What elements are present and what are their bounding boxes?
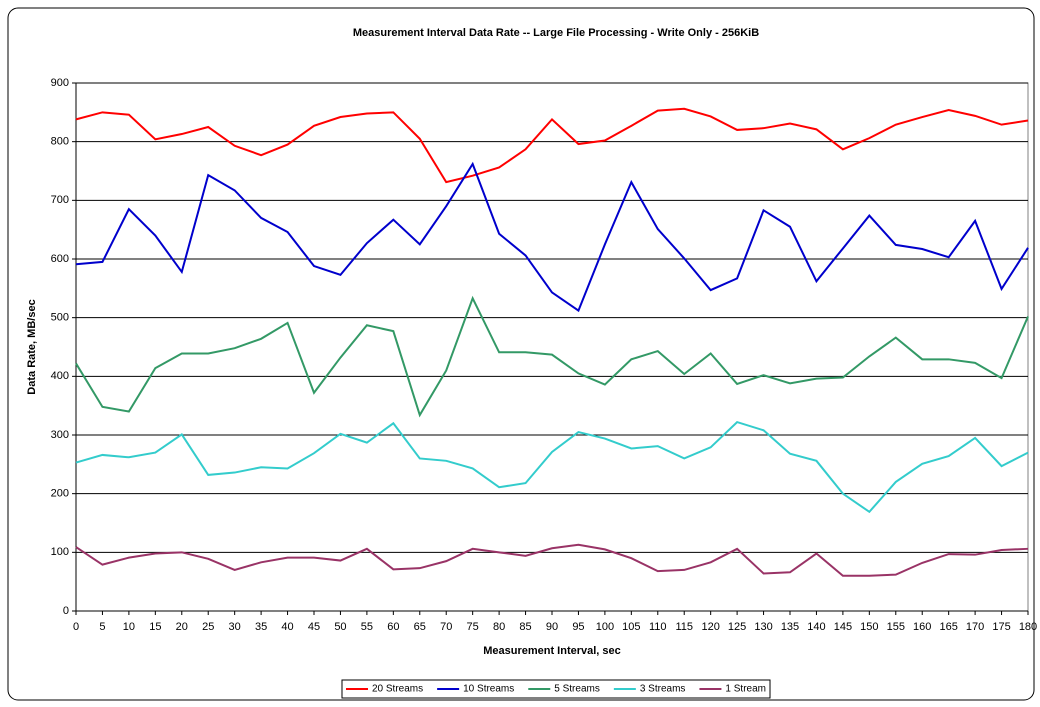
x-tick-label: 80 bbox=[493, 621, 505, 633]
x-tick-label: 115 bbox=[675, 621, 693, 633]
series-line bbox=[75, 420, 1029, 514]
x-tick-label: 55 bbox=[361, 621, 373, 633]
y-tick-label: 900 bbox=[51, 77, 69, 89]
series-line bbox=[75, 107, 1029, 184]
x-tick-label: 175 bbox=[992, 621, 1010, 633]
x-tick-label: 0 bbox=[73, 621, 79, 633]
x-tick-label: 35 bbox=[255, 621, 267, 633]
x-tick-label: 40 bbox=[281, 621, 293, 633]
x-tick-label: 160 bbox=[913, 621, 931, 633]
x-tick-label: 155 bbox=[887, 621, 905, 633]
x-tick-label: 75 bbox=[467, 621, 479, 633]
x-tick-label: 140 bbox=[807, 621, 825, 633]
x-tick-label: 60 bbox=[387, 621, 399, 633]
x-tick-label: 45 bbox=[308, 621, 320, 633]
x-tick-label: 125 bbox=[728, 621, 746, 633]
x-tick-label: 90 bbox=[546, 621, 558, 633]
series-line bbox=[75, 295, 1029, 418]
x-tick-label: 145 bbox=[834, 621, 852, 633]
x-tick-label: 15 bbox=[149, 621, 161, 633]
x-tick-label: 110 bbox=[649, 621, 667, 633]
series-line bbox=[75, 161, 1029, 313]
y-tick-label: 300 bbox=[51, 429, 69, 441]
x-tick-label: 165 bbox=[939, 621, 957, 633]
y-tick-label: 800 bbox=[51, 136, 69, 148]
y-tick-label: 0 bbox=[63, 605, 69, 617]
y-tick-label: 400 bbox=[51, 370, 69, 382]
legend-label: 10 Streams bbox=[463, 684, 514, 695]
x-tick-label: 50 bbox=[334, 621, 346, 633]
y-tick-label: 100 bbox=[51, 546, 69, 558]
x-tick-label: 95 bbox=[572, 621, 584, 633]
x-tick-label: 70 bbox=[440, 621, 452, 633]
legend bbox=[341, 679, 771, 699]
series-line bbox=[75, 543, 1029, 577]
x-tick-label: 65 bbox=[414, 621, 426, 633]
x-tick-label: 170 bbox=[966, 621, 984, 633]
y-tick-label: 700 bbox=[51, 194, 69, 206]
legend-label: 5 Streams bbox=[554, 684, 600, 695]
chart-title: Measurement Interval Data Rate -- Large … bbox=[353, 27, 759, 39]
x-tick-label: 10 bbox=[123, 621, 135, 633]
plot-area bbox=[75, 82, 1029, 612]
x-tick-label: 85 bbox=[519, 621, 531, 633]
x-tick-label: 5 bbox=[99, 621, 105, 633]
x-tick-label: 180 bbox=[1019, 621, 1037, 633]
legend-label: 1 Stream bbox=[725, 684, 766, 695]
y-axis-label: Data Rate, MB/sec bbox=[26, 299, 38, 394]
x-tick-label: 135 bbox=[781, 621, 799, 633]
y-tick-label: 500 bbox=[51, 312, 69, 324]
x-tick-label: 25 bbox=[202, 621, 214, 633]
x-tick-label: 150 bbox=[860, 621, 878, 633]
x-tick-label: 130 bbox=[754, 621, 772, 633]
y-tick-label: 600 bbox=[51, 253, 69, 265]
legend-label: 3 Streams bbox=[640, 684, 686, 695]
x-tick-label: 100 bbox=[596, 621, 614, 633]
x-tick-label: 30 bbox=[229, 621, 241, 633]
legend-label: 20 Streams bbox=[372, 684, 423, 695]
x-axis-label: Measurement Interval, sec bbox=[483, 645, 621, 657]
x-tick-label: 105 bbox=[622, 621, 640, 633]
x-tick-label: 20 bbox=[176, 621, 188, 633]
y-tick-label: 200 bbox=[51, 488, 69, 500]
x-tick-label: 120 bbox=[701, 621, 719, 633]
